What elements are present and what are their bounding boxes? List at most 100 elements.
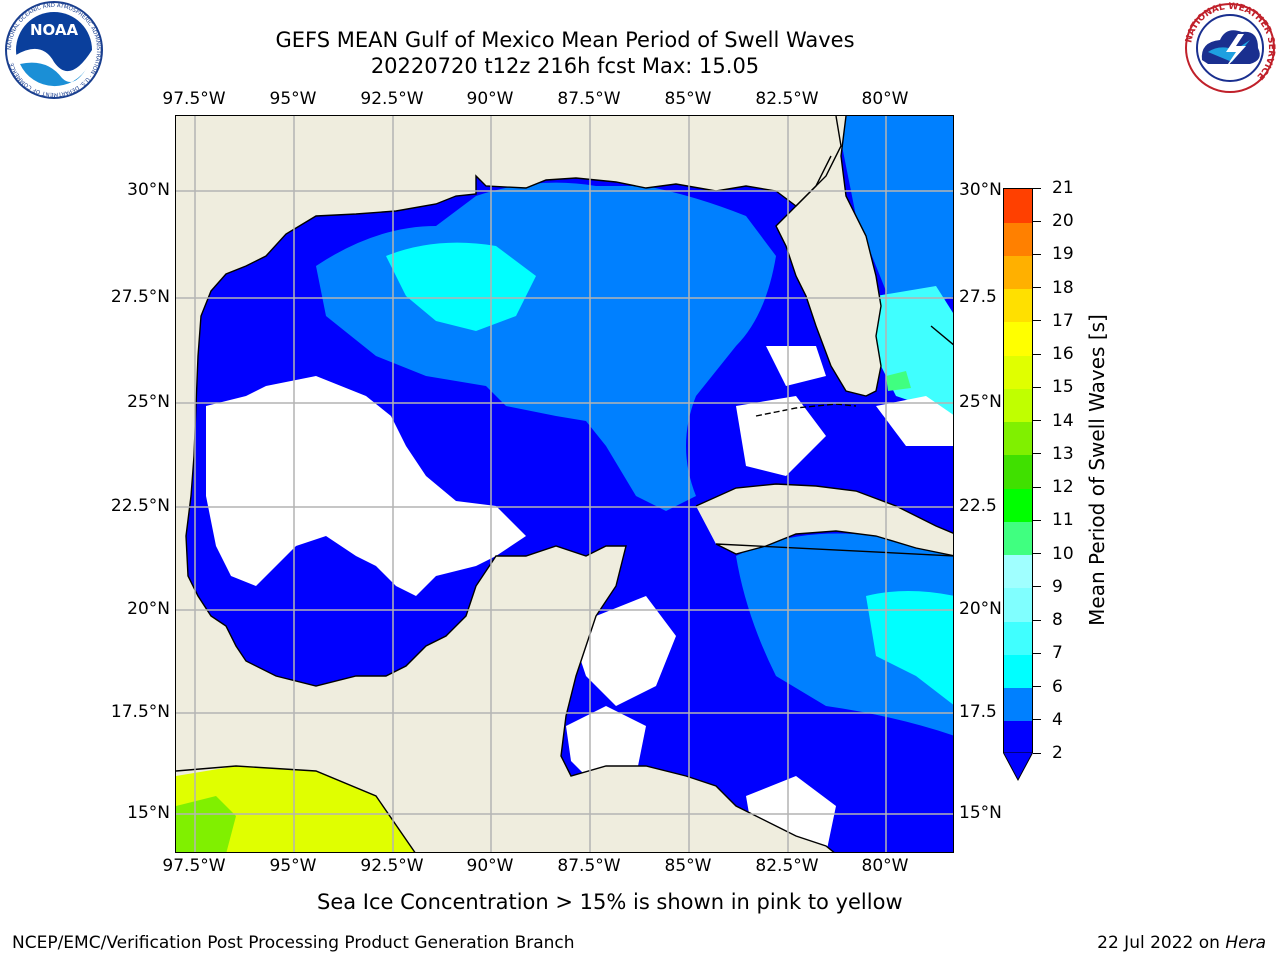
map-canvas xyxy=(176,116,953,852)
lat-label-right: 17.5 xyxy=(959,702,997,722)
colorbar-tick-label: 12 xyxy=(1052,477,1074,498)
swell-band-6s-caribbean xyxy=(866,591,953,705)
colorbar-tick-mark xyxy=(1033,320,1041,322)
lat-label-left: 15°N xyxy=(127,803,170,823)
colorbar-tick-mark xyxy=(1033,719,1041,721)
colorbar-tick-label: 6 xyxy=(1052,676,1063,697)
lat-label-left: 27.5°N xyxy=(110,287,170,307)
colorbar-segment xyxy=(1004,421,1032,456)
colorbar xyxy=(1003,188,1033,755)
producer-credit: NCEP/EMC/Verification Post Processing Pr… xyxy=(12,933,575,953)
colorbar-tick-mark xyxy=(1033,187,1041,189)
map-panel xyxy=(175,115,954,853)
colorbar-under-arrow xyxy=(1003,752,1033,782)
colorbar-tick-mark xyxy=(1033,486,1041,488)
lon-label-top: 90°W xyxy=(466,89,514,109)
land-cuba xyxy=(696,484,953,556)
lat-label-right: 22.5 xyxy=(959,496,997,516)
lat-label-right: 20°N xyxy=(959,599,1002,619)
colorbar-tick-mark xyxy=(1033,420,1041,422)
colorbar-tick-label: 2 xyxy=(1052,743,1063,763)
colorbar-tick-label: 4 xyxy=(1052,709,1063,730)
lon-label-top: 82.5°W xyxy=(755,89,819,109)
colorbar-tick-mark xyxy=(1033,386,1041,388)
lon-label-bottom: 95°W xyxy=(269,856,317,876)
machine-name: Hera xyxy=(1225,933,1266,953)
colorbar-tick-label: 10 xyxy=(1052,543,1074,564)
colorbar-tick-mark xyxy=(1033,619,1041,621)
lon-label-top: 85°W xyxy=(664,89,712,109)
colorbar-tick-mark xyxy=(1033,519,1041,521)
lat-label-left: 25°N xyxy=(127,392,170,412)
colorbar-segment xyxy=(1004,488,1032,522)
lat-label-right: 25°N xyxy=(959,392,1002,412)
lat-label-right: 15°N xyxy=(959,803,1002,823)
colorbar-tick-mark xyxy=(1033,220,1041,222)
lon-label-top: 95°W xyxy=(269,89,317,109)
colorbar-tick-mark xyxy=(1033,553,1041,555)
lat-label-right: 30°N xyxy=(959,180,1002,200)
colorbar-segment xyxy=(1004,454,1032,489)
colorbar-tick-label: 21 xyxy=(1052,178,1074,198)
noaa-logo-text: NOAA xyxy=(30,21,79,39)
colorbar-tick-mark xyxy=(1033,287,1041,289)
lon-label-top: 80°W xyxy=(861,89,909,109)
colorbar-label: Mean Period of Swell Waves [s] xyxy=(1085,314,1109,626)
land-florida xyxy=(776,116,881,396)
nodata-region-yucatan xyxy=(576,596,676,706)
colorbar-tick-mark xyxy=(1033,686,1041,688)
colorbar-tick-label: 19 xyxy=(1052,244,1074,265)
colorbar-segment xyxy=(1004,255,1032,290)
colorbar-tick-label: 7 xyxy=(1052,643,1063,664)
nodata-region-west-gulf xyxy=(206,376,526,596)
colorbar-segment xyxy=(1004,222,1032,256)
noaa-logo-icon: NOAA NATIONAL OCEANIC AND ATMOSPHERIC AD… xyxy=(5,1,103,99)
colorbar-segment xyxy=(1004,654,1032,689)
colorbar-segment xyxy=(1004,521,1032,556)
swell-band-4s-atlantic xyxy=(836,116,953,316)
colorbar-tick-label: 9 xyxy=(1052,576,1063,597)
colorbar-tick-label: 16 xyxy=(1052,344,1074,365)
nws-logo-icon: NATIONAL WEATHER SERVICE xyxy=(1184,2,1276,93)
nodata-region-keys xyxy=(766,346,826,386)
swell-band-6s xyxy=(386,242,536,331)
lon-label-bottom: 80°W xyxy=(861,856,909,876)
swell-band-10s xyxy=(886,371,911,391)
colorbar-segment xyxy=(1004,355,1032,389)
swell-high-region-core xyxy=(176,796,236,852)
lat-label-left: 17.5°N xyxy=(110,702,170,722)
colorbar-tick-label: 11 xyxy=(1052,510,1074,531)
lon-label-bottom: 90°W xyxy=(466,856,514,876)
colorbar-tick-label: 15 xyxy=(1052,377,1074,398)
sea-ice-note: Sea Ice Concentration > 15% is shown in … xyxy=(317,890,903,914)
colorbar-tick-mark xyxy=(1033,586,1041,588)
colorbar-tick-mark xyxy=(1033,353,1041,355)
lon-label-bottom: 82.5°W xyxy=(755,856,819,876)
lon-label-top: 87.5°W xyxy=(557,89,621,109)
lat-label-left: 22.5°N xyxy=(110,496,170,516)
colorbar-segment xyxy=(1004,189,1032,223)
coastlines xyxy=(176,116,953,852)
graticule xyxy=(176,116,953,852)
colorbar-tick-label: 17 xyxy=(1052,310,1074,331)
lon-label-top: 97.5°W xyxy=(162,89,226,109)
colorbar-tick-mark xyxy=(1033,453,1041,455)
colorbar-segment xyxy=(1004,554,1032,589)
swell-band-4s-caribbean xyxy=(736,533,953,736)
lon-label-bottom: 87.5°W xyxy=(557,856,621,876)
colorbar-segment xyxy=(1004,587,1032,622)
colorbar-segment xyxy=(1004,720,1032,755)
colorbar-tick-label: 13 xyxy=(1052,443,1074,464)
colorbar-segment xyxy=(1004,621,1032,655)
colorbar-segment xyxy=(1004,288,1032,323)
colorbar-tick-label: 20 xyxy=(1052,211,1074,232)
colorbar-tick-label: 8 xyxy=(1052,610,1063,631)
lat-label-left: 20°N xyxy=(127,599,170,619)
lat-label-left: 30°N xyxy=(127,180,170,200)
lon-label-bottom: 97.5°W xyxy=(162,856,226,876)
lon-label-bottom: 85°W xyxy=(664,856,712,876)
colorbar-tick-mark xyxy=(1033,752,1041,754)
chart-subtitle: 20220720 t12z 216h fcst Max: 15.05 xyxy=(370,54,760,78)
colorbar-segment xyxy=(1004,687,1032,722)
lon-label-bottom: 92.5°W xyxy=(360,856,424,876)
